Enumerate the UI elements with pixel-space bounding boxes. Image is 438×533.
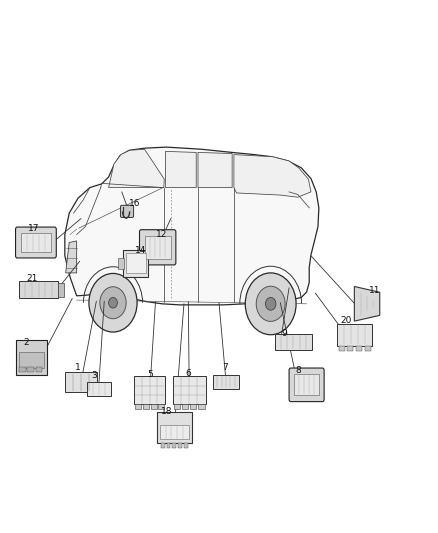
Bar (87, 383, 110, 395)
Polygon shape (65, 147, 319, 305)
Polygon shape (66, 241, 77, 273)
Text: 5: 5 (147, 370, 153, 378)
Bar (123, 250, 148, 277)
Bar (365, 346, 371, 351)
Text: 7: 7 (223, 364, 229, 372)
Text: 8: 8 (295, 366, 301, 375)
Bar (134, 376, 165, 404)
Text: 2: 2 (24, 338, 29, 346)
Bar (58, 283, 64, 297)
Text: 16: 16 (129, 199, 141, 208)
Bar (19, 352, 44, 368)
Bar (172, 443, 176, 448)
Bar (190, 404, 196, 409)
Text: 18: 18 (161, 407, 172, 416)
Bar (184, 443, 188, 448)
Bar (160, 425, 189, 439)
Bar (19, 281, 58, 298)
Bar (174, 404, 180, 409)
Bar (356, 346, 362, 351)
Bar (151, 404, 157, 409)
Bar (118, 258, 124, 269)
Bar (143, 404, 149, 409)
FancyBboxPatch shape (139, 230, 176, 265)
Bar (182, 404, 188, 409)
Bar (157, 412, 192, 443)
Bar (35, 367, 42, 372)
Bar (337, 324, 372, 346)
Circle shape (265, 297, 276, 310)
FancyBboxPatch shape (16, 227, 56, 258)
Text: 17: 17 (28, 224, 40, 232)
Text: 20: 20 (340, 317, 352, 325)
Bar (161, 443, 165, 448)
Bar (213, 375, 239, 389)
Bar (28, 367, 34, 372)
Bar (178, 443, 182, 448)
Bar (173, 376, 206, 404)
Bar (339, 346, 345, 351)
Bar (64, 372, 97, 392)
Bar (166, 443, 170, 448)
Bar (275, 334, 312, 350)
Text: 12: 12 (155, 230, 167, 239)
Polygon shape (198, 152, 232, 188)
Text: 9: 9 (282, 329, 288, 337)
FancyBboxPatch shape (120, 205, 134, 217)
Text: 14: 14 (134, 246, 146, 255)
Bar (19, 367, 26, 372)
Polygon shape (166, 151, 196, 188)
Bar (21, 233, 51, 252)
Polygon shape (354, 287, 380, 321)
Polygon shape (234, 155, 311, 197)
FancyBboxPatch shape (16, 340, 47, 375)
Bar (158, 404, 164, 409)
Text: 21: 21 (27, 274, 38, 282)
Circle shape (100, 287, 126, 319)
Bar (347, 346, 353, 351)
Circle shape (89, 273, 137, 332)
FancyBboxPatch shape (289, 368, 324, 402)
Bar (126, 253, 146, 273)
Text: 1: 1 (75, 364, 81, 372)
Bar (135, 404, 141, 409)
Polygon shape (109, 149, 164, 188)
Text: 3: 3 (91, 372, 97, 380)
Circle shape (245, 273, 296, 335)
Text: 11: 11 (369, 286, 380, 295)
Circle shape (256, 286, 285, 321)
Text: 6: 6 (185, 369, 191, 377)
Bar (294, 374, 319, 395)
Circle shape (109, 297, 117, 308)
Bar (198, 404, 205, 409)
Bar (145, 236, 170, 259)
